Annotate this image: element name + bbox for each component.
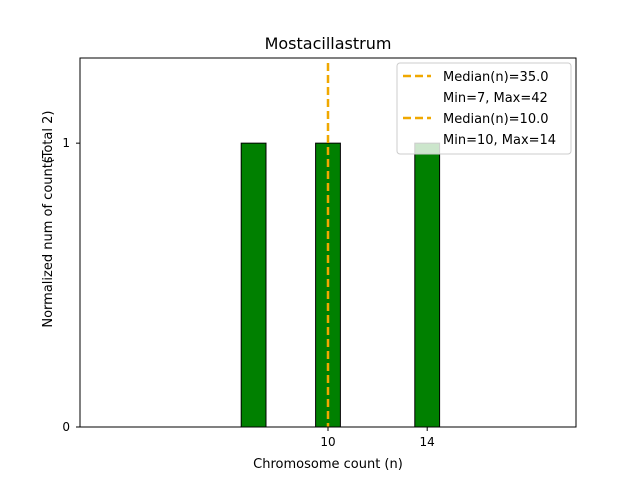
legend-entry-range-2: Min=10, Max=14 [443, 133, 556, 148]
legend-entry-range-1: Min=7, Max=42 [443, 91, 548, 106]
x-tick-label: 10 [320, 435, 335, 449]
legend-box [396, 62, 572, 155]
bar-7 [240, 142, 267, 428]
y-axis-label: Normalized num of counts [41, 156, 56, 327]
legend: Median(n)=35.0 Min=7, Max=42 Median(n)=1… [396, 62, 572, 155]
y-axis-ticks: 01 [62, 136, 80, 434]
x-tick-label: 14 [420, 435, 435, 449]
bar-series [240, 142, 441, 428]
legend-entry-median-1: Median(n)=35.0 [443, 70, 549, 85]
bar-14 [414, 142, 441, 428]
y-axis-total-note: (Total 2) [41, 111, 56, 164]
x-axis-label: Chromosome count (n) [253, 457, 403, 472]
x-axis-ticks: 10 14 [320, 427, 435, 449]
chart-title: Mostacillastrum [265, 34, 392, 53]
y-tick-label: 1 [62, 136, 70, 150]
legend-entry-median-2: Median(n)=10.0 [443, 112, 549, 127]
y-tick-label: 0 [62, 420, 70, 434]
